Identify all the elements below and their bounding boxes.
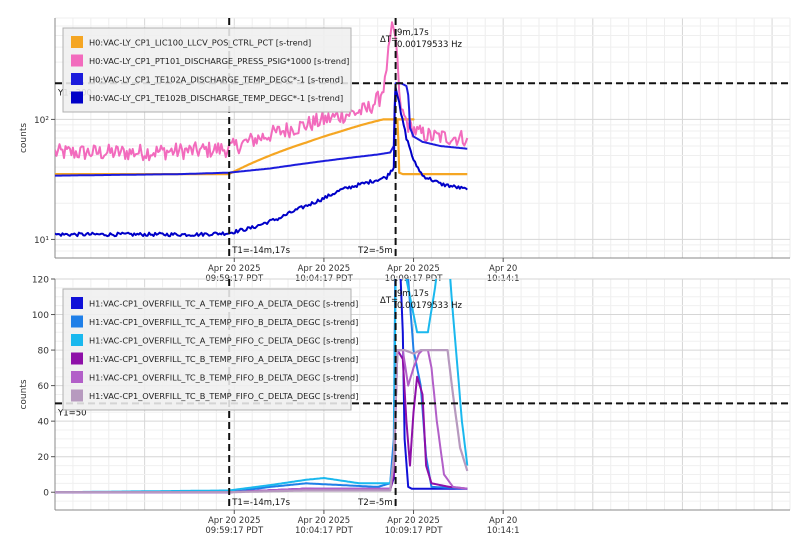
y-tick-label: 80 [38, 347, 50, 357]
legend-swatch [71, 315, 83, 328]
y-tick-label: 100 [32, 311, 49, 321]
x-tick-label: Apr 20 [489, 516, 517, 526]
y1-cursor-label: Y1=50 [57, 408, 87, 418]
y-tick-label: 120 [32, 276, 49, 286]
t1-cursor-label: T1=-14m,17s [231, 246, 290, 256]
series-line-4 [55, 86, 468, 238]
legend-box [62, 288, 352, 411]
y-tick-label: 40 [38, 418, 50, 428]
delta-t-label: ΔT= [380, 35, 398, 45]
legend-entry: H1:VAC-CP1_OVERFILL_TC_A_TEMP_FIFO_A_DEL… [89, 299, 358, 309]
series-line-2 [55, 21, 469, 162]
legend-swatch [71, 297, 83, 309]
y-tick-label: 0 [43, 489, 49, 499]
legend: H1:VAC-CP1_OVERFILL_TC_A_TEMP_FIFO_A_DEL… [62, 288, 358, 411]
legend-entry: H0:VAC-LY_CP1_PT101_DISCHARGE_PRESS_PSIG… [89, 56, 349, 66]
x-tick-label: 10:04:17 PDT [295, 526, 354, 536]
delta-t-label: ΔT= [380, 296, 398, 306]
y-tick-label: 10² [34, 116, 49, 126]
legend-entry: H0:VAC-LY_CP1_LIC100_LLCV_POS_CTRL_PCT [… [89, 38, 311, 48]
legend-swatch [71, 389, 83, 402]
legend-box [62, 27, 352, 113]
x-tick-label: Apr 20 2025 [298, 516, 351, 526]
delta-t-frequency: 0.00179533 Hz [397, 40, 462, 50]
y-tick-label: 60 [38, 382, 50, 392]
x-tick-label: Apr 20 2025 [387, 516, 440, 526]
y-tick-label: 10¹ [34, 236, 49, 246]
x-tick-label: Apr 20 2025 [208, 516, 261, 526]
delta-t-value: 9m,17s [397, 28, 429, 38]
x-tick-label: Apr 20 2025 [298, 264, 351, 274]
legend: H0:VAC-LY_CP1_LIC100_LLCV_POS_CTRL_PCT [… [62, 27, 352, 113]
legend-entry: H0:VAC-LY_CP1_TE102A_DISCHARGE_TEMP_DEGC… [89, 75, 343, 85]
y-axis-label: counts [19, 123, 29, 153]
delta-t-frequency: 0.00179533 Hz [397, 301, 462, 311]
x-tick-label: Apr 20 2025 [208, 264, 261, 274]
legend-swatch [71, 36, 83, 48]
legend-entry: H1:VAC-CP1_OVERFILL_TC_B_TEMP_FIFO_A_DEL… [89, 354, 358, 364]
x-tick-label: 10:14:1 [487, 526, 520, 536]
legend-entry: H1:VAC-CP1_OVERFILL_TC_A_TEMP_FIFO_B_DEL… [89, 317, 358, 327]
legend-entry: H1:VAC-CP1_OVERFILL_TC_B_TEMP_FIFO_C_DEL… [89, 391, 358, 401]
legend-entry: H1:VAC-CP1_OVERFILL_TC_A_TEMP_FIFO_C_DEL… [89, 336, 358, 346]
x-tick-label: Apr 20 2025 [387, 264, 440, 274]
legend-swatch [71, 73, 83, 85]
x-tick-label: 09:59:17 PDT [205, 526, 264, 536]
t1-cursor-label: T1=-14m,17s [231, 498, 290, 508]
legend-swatch [71, 91, 83, 104]
legend-swatch [71, 371, 83, 383]
legend-swatch [71, 334, 83, 346]
x-tick-label: Apr 20 [489, 264, 517, 274]
x-tick-label: 10:09:17 PDT [385, 526, 444, 536]
legend-swatch [71, 54, 83, 67]
y-axis-label: counts [19, 379, 29, 409]
t2-cursor-label: T2=-5m [357, 498, 392, 508]
t2-cursor-label: T2=-5m [357, 246, 392, 256]
legend-swatch [71, 352, 83, 365]
legend-entry: H0:VAC-LY_CP1_TE102B_DISCHARGE_TEMP_DEGC… [89, 93, 343, 103]
series-group [55, 279, 469, 494]
series-line-6 [55, 349, 469, 494]
y-tick-label: 20 [38, 453, 50, 463]
delta-t-value: 9m,17s [397, 289, 429, 299]
legend-entry: H1:VAC-CP1_OVERFILL_TC_B_TEMP_FIFO_B_DEL… [89, 373, 358, 383]
